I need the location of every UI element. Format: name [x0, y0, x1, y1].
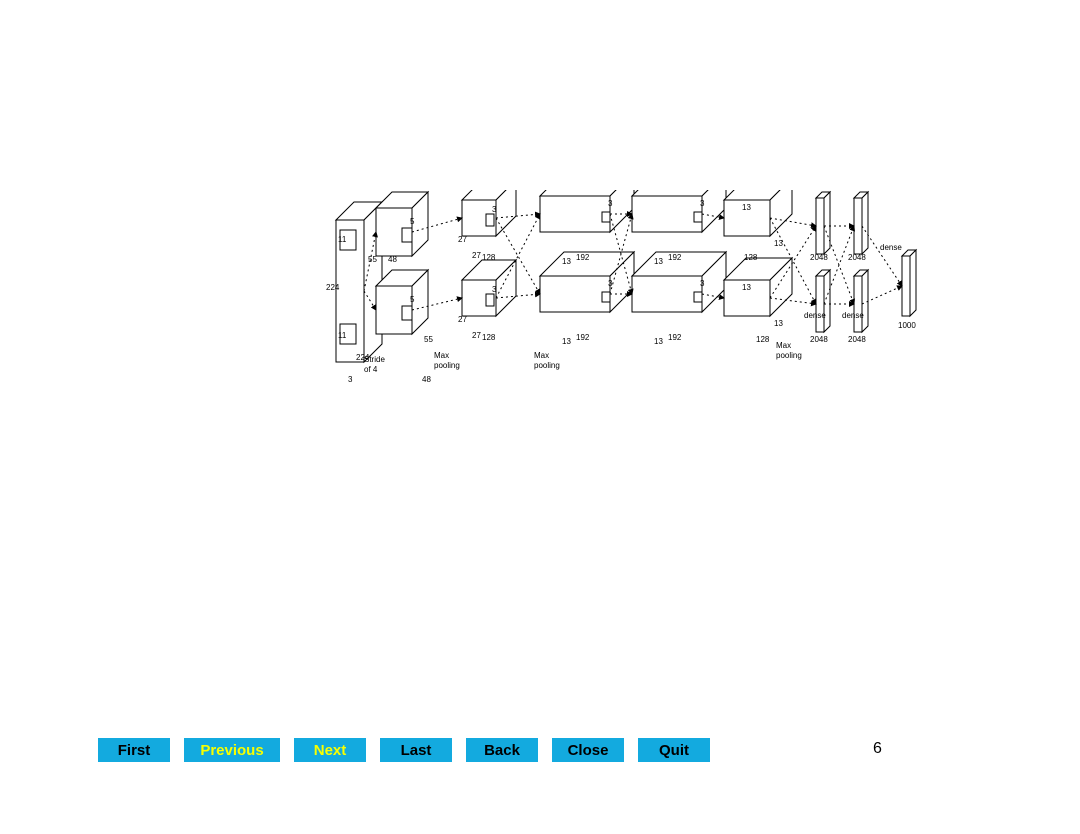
diagram-label: Max: [776, 341, 791, 350]
diagram-label: 48: [422, 375, 431, 384]
previous-button[interactable]: Previous: [184, 738, 280, 762]
diagram-label: Max: [434, 351, 449, 360]
diagram-label: 13: [742, 283, 751, 292]
close-button[interactable]: Close: [552, 738, 624, 762]
diagram-label: pooling: [776, 351, 802, 360]
alexnet-diagram: 1111224224Strideof 435555554848272727273…: [326, 190, 946, 390]
diagram-label: 13: [654, 257, 663, 266]
diagram-label: 5: [410, 217, 415, 226]
diagram-label: 192: [576, 333, 590, 342]
diagram-label: 128: [756, 335, 770, 344]
block-c3a: [632, 190, 726, 232]
nav-bar: First Previous Next Last Back Close Quit: [0, 738, 1080, 762]
diagram-label: 55: [368, 255, 377, 264]
block-p1a: [462, 190, 516, 236]
block-c2a: [540, 190, 634, 232]
quit-button[interactable]: Quit: [638, 738, 710, 762]
diagram-label: 13: [562, 257, 571, 266]
diagram-label: of 4: [364, 365, 378, 374]
block-fc1a: [816, 192, 830, 254]
diagram-label: 48: [388, 255, 397, 264]
back-button[interactable]: Back: [466, 738, 538, 762]
diagram-label: 128: [482, 253, 496, 262]
block-fc1b: [816, 270, 830, 332]
diagram-label: 2048: [810, 253, 828, 262]
block-fc2b: [854, 270, 868, 332]
diagram-label: 192: [668, 333, 682, 342]
diagram-label: 3: [492, 285, 497, 294]
diagram-label: 3: [608, 279, 613, 288]
diagram-label: 13: [774, 239, 783, 248]
block-p1b: [462, 260, 516, 316]
next-button[interactable]: Next: [294, 738, 366, 762]
diagram-label: pooling: [434, 361, 460, 370]
diagram-label: 3: [348, 375, 353, 384]
diagram-label: 27: [458, 315, 467, 324]
block-fc2a: [854, 192, 868, 254]
diagram-label: 2048: [848, 335, 866, 344]
diagram-label: 128: [482, 333, 496, 342]
diagram-label: dense: [804, 311, 826, 320]
diagram-label: Max: [534, 351, 549, 360]
diagram-label: Stride: [364, 355, 385, 364]
block-c1b: [376, 270, 428, 334]
diagram-label: 27: [472, 251, 481, 260]
diagram-label: dense: [880, 243, 902, 252]
page-number: 6: [873, 740, 882, 758]
diagram-label: 1000: [898, 321, 916, 330]
diagram-label: 11: [338, 331, 347, 340]
last-button[interactable]: Last: [380, 738, 452, 762]
diagram-label: 3: [492, 205, 497, 214]
diagram-label: 2048: [848, 253, 866, 262]
diagram-label: 13: [562, 337, 571, 346]
diagram-label: 55: [424, 335, 433, 344]
diagram-label: 3: [700, 279, 705, 288]
diagram-label: 13: [742, 203, 751, 212]
block-out: [902, 250, 916, 316]
block-c4a: [724, 190, 792, 236]
diagram-label: 3: [700, 199, 705, 208]
diagram-label: 3: [608, 199, 613, 208]
diagram-label: 192: [668, 253, 682, 262]
block-c1a: [376, 192, 428, 256]
diagram-label: 13: [654, 337, 663, 346]
diagram-label: 13: [774, 319, 783, 328]
diagram-label: 11: [338, 235, 347, 244]
first-button[interactable]: First: [98, 738, 170, 762]
diagram-label: pooling: [534, 361, 560, 370]
diagram-label: 192: [576, 253, 590, 262]
diagram-label: 27: [458, 235, 467, 244]
diagram-label: 2048: [810, 335, 828, 344]
diagram-label: 224: [326, 283, 340, 292]
diagram-label: 27: [472, 331, 481, 340]
diagram-label: 5: [410, 295, 415, 304]
diagram-label: 128: [744, 253, 758, 262]
diagram-label: dense: [842, 311, 864, 320]
block-c4b: [724, 258, 792, 316]
